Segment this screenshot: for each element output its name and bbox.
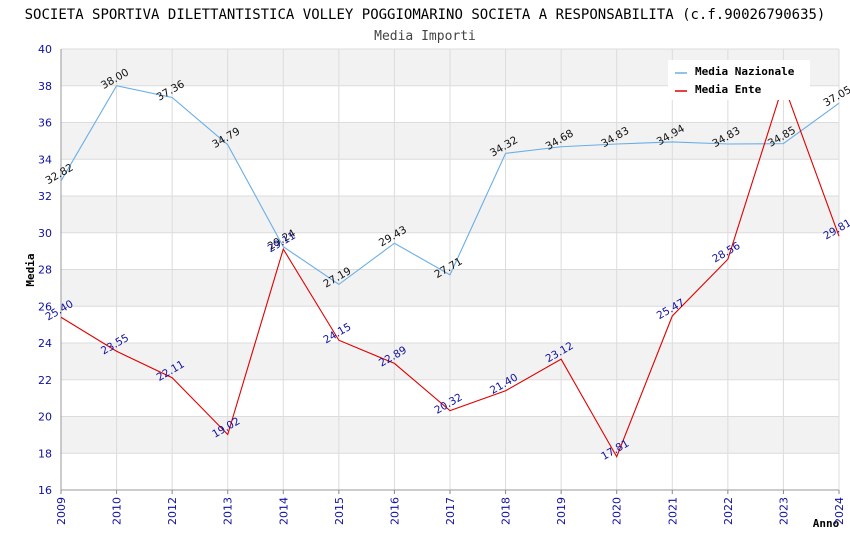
- x-tick-label: 2012: [166, 497, 179, 525]
- y-tick-label: 34: [38, 153, 52, 166]
- x-axis-label: Anno: [813, 517, 840, 530]
- y-tick-label: 32: [38, 190, 52, 203]
- x-tick-label: 2017: [444, 497, 457, 525]
- series-lines: [60, 82, 840, 459]
- y-axis-label: Media: [24, 253, 37, 286]
- x-tick-label: 2024: [833, 497, 846, 525]
- y-tick-label: 28: [38, 264, 52, 277]
- x-tick-label: 2023: [777, 497, 790, 525]
- x-tick-label: 2019: [555, 497, 568, 525]
- y-tick-label: 30: [38, 227, 52, 240]
- legend: Media Nazionale Media Ente: [668, 60, 810, 100]
- grid-lines: [60, 48, 840, 491]
- axes: [60, 49, 840, 494]
- y-tick-labels: 16 18 20 22 24 26 28 30 32 34 36 38 40: [38, 43, 52, 497]
- y-tick-label: 18: [38, 447, 52, 460]
- y-tick-label: 26: [38, 300, 52, 313]
- y-tick-label: 24: [38, 337, 52, 350]
- y-tick-label: 16: [38, 484, 52, 497]
- x-tick-label: 2020: [611, 497, 624, 525]
- legend-label-media-nazionale: Media Nazionale: [695, 65, 795, 78]
- y-tick-label: 22: [38, 374, 52, 387]
- legend-box: [668, 60, 810, 100]
- x-tick-label: 2021: [666, 497, 679, 525]
- x-tick-label: 2022: [722, 497, 735, 525]
- y-tick-label: 38: [38, 80, 52, 93]
- chart-subtitle: Media Importi: [374, 29, 476, 44]
- x-tick-label: 2009: [55, 497, 68, 525]
- x-tick-labels: 2009 2010 2012 2013 2014 2015 2016 2017 2018 2019…: [55, 497, 846, 525]
- x-tick-label: 2010: [111, 497, 124, 525]
- chart-title: SOCIETA SPORTIVA DILETTANTISTICA VOLLEY …: [25, 7, 826, 23]
- y-tick-label: 40: [38, 43, 52, 56]
- legend-label-media-ente: Media Ente: [695, 83, 762, 96]
- x-tick-label: 2016: [388, 497, 401, 525]
- x-tick-label: 2013: [222, 497, 235, 525]
- y-tick-label: 36: [38, 117, 52, 130]
- series-line-media-ente: [60, 82, 840, 459]
- series-line-media-nazionale: [60, 85, 840, 286]
- y-tick-label: 20: [38, 411, 52, 424]
- x-tick-label: 2015: [333, 497, 346, 525]
- x-tick-label: 2014: [277, 497, 290, 525]
- x-tick-label: 2018: [500, 497, 513, 525]
